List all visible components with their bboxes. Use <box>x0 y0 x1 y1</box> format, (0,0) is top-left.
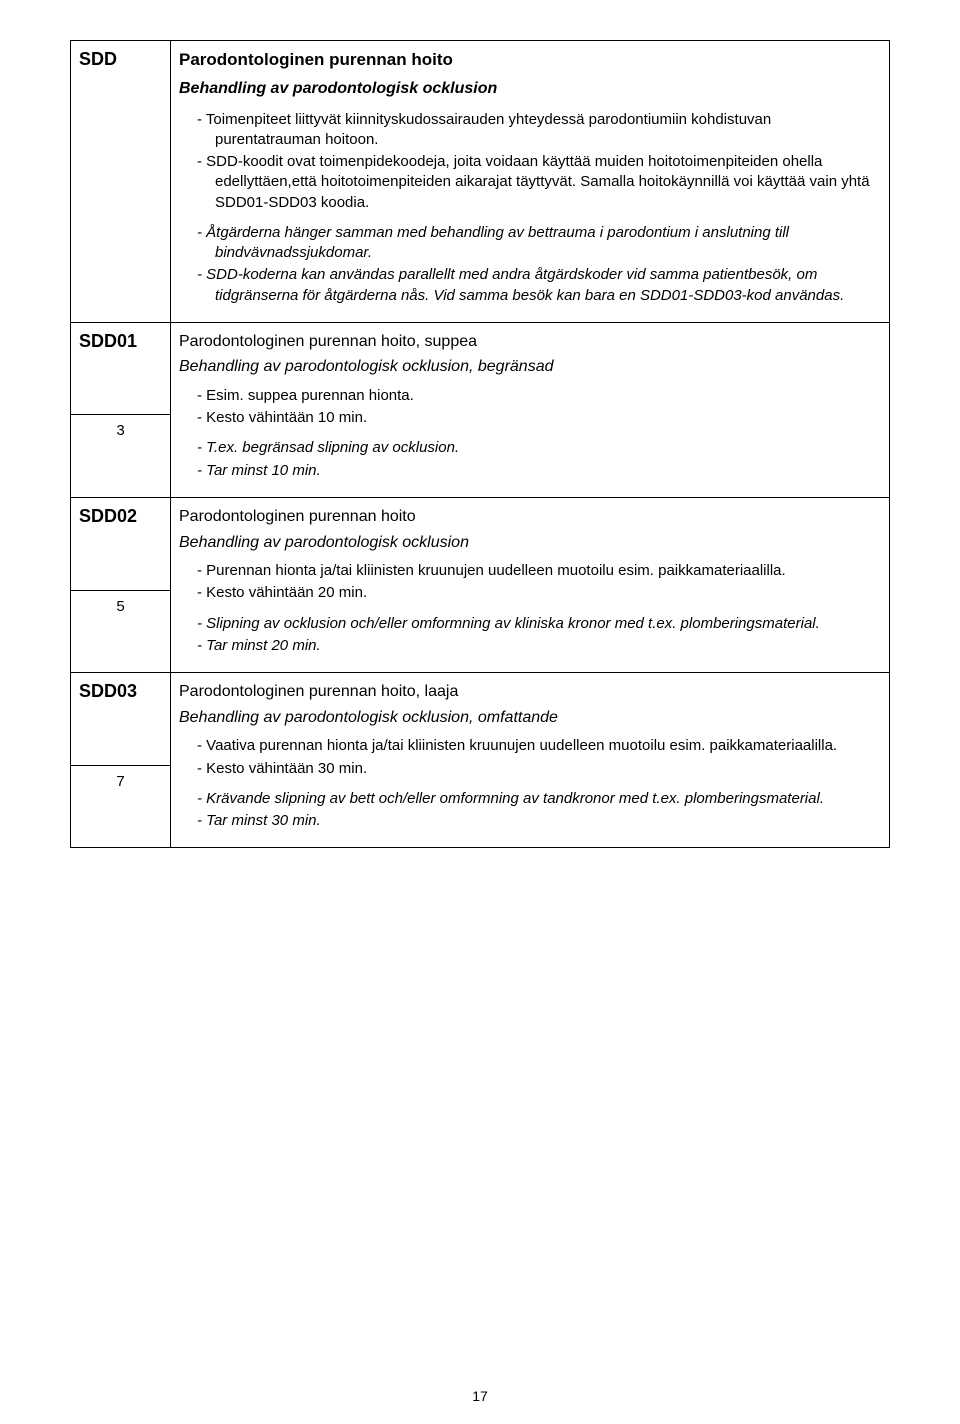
bullet-list-sv: Krävande slipning av bett och/eller omfo… <box>179 789 881 832</box>
subtitle-fi: Parodontologinen purennan hoito <box>179 506 881 528</box>
code-cell: SDD <box>71 41 171 323</box>
list-item: Tar minst 10 min. <box>197 461 881 481</box>
subtitle-fi: Parodontologinen purennan hoito, suppea <box>179 331 881 353</box>
code-label: SDD03 <box>79 681 137 701</box>
title-fi: Parodontologinen purennan hoito <box>179 49 881 72</box>
bullet-list-fi: Vaativa purennan hionta ja/tai kliiniste… <box>179 736 881 779</box>
num-cell: 7 <box>71 765 171 848</box>
bullet-list-sv: Slipning av ocklusion och/eller omformni… <box>179 614 881 657</box>
subtitle-sv: Behandling av parodontologisk ocklusion,… <box>179 356 881 378</box>
content-cell: Parodontologinen purennan hoito, laaja B… <box>171 673 890 848</box>
bullet-list-sv: T.ex. begränsad slipning av ocklusion. T… <box>179 438 881 481</box>
list-item: Tar minst 20 min. <box>197 636 881 656</box>
page: SDD Parodontologinen purennan hoito Beha… <box>0 0 960 1424</box>
list-item: Kesto vähintään 20 min. <box>197 583 881 603</box>
list-item: Krävande slipning av bett och/eller omfo… <box>197 789 881 809</box>
code-label: SDD02 <box>79 506 137 526</box>
table-row: SDD03 Parodontologinen purennan hoito, l… <box>71 673 890 766</box>
content-table: SDD Parodontologinen purennan hoito Beha… <box>70 40 890 848</box>
list-item: Kesto vähintään 30 min. <box>197 759 881 779</box>
list-item: Esim. suppea purennan hionta. <box>197 386 881 406</box>
title-sv: Behandling av parodontologisk ocklusion <box>179 78 881 100</box>
bullet-list-fi: Toimenpiteet liittyvät kiinnityskudossai… <box>179 110 881 213</box>
list-item: Toimenpiteet liittyvät kiinnityskudossai… <box>197 110 881 151</box>
num-cell: 3 <box>71 415 171 498</box>
list-item: Vaativa purennan hionta ja/tai kliiniste… <box>197 736 881 756</box>
content-cell: Parodontologinen purennan hoito Behandli… <box>171 497 890 672</box>
code-cell: SDD01 <box>71 322 171 415</box>
num-cell: 5 <box>71 590 171 673</box>
code-label: SDD <box>79 49 117 69</box>
bullet-list-sv: Åtgärderna hänger samman med behandling … <box>179 223 881 306</box>
list-item: Åtgärderna hänger samman med behandling … <box>197 223 881 264</box>
table-row: SDD02 Parodontologinen purennan hoito Be… <box>71 497 890 590</box>
code-cell: SDD02 <box>71 497 171 590</box>
list-item: Slipning av ocklusion och/eller omformni… <box>197 614 881 634</box>
code-label: SDD01 <box>79 331 137 351</box>
code-cell: SDD03 <box>71 673 171 766</box>
list-item: Tar minst 30 min. <box>197 811 881 831</box>
subtitle-fi: Parodontologinen purennan hoito, laaja <box>179 681 881 703</box>
list-item: T.ex. begränsad slipning av ocklusion. <box>197 438 881 458</box>
list-item: SDD-koderna kan användas parallellt med … <box>197 265 881 306</box>
bullet-list-fi: Purennan hionta ja/tai kliinisten kruunu… <box>179 561 881 604</box>
list-item: Kesto vähintään 10 min. <box>197 408 881 428</box>
table-row: SDD Parodontologinen purennan hoito Beha… <box>71 41 890 323</box>
content-cell: Parodontologinen purennan hoito, suppea … <box>171 322 890 497</box>
subtitle-sv: Behandling av parodontologisk ocklusion,… <box>179 707 881 729</box>
page-number: 17 <box>0 1388 960 1404</box>
list-item: Purennan hionta ja/tai kliinisten kruunu… <box>197 561 881 581</box>
list-item: SDD-koodit ovat toimenpidekoodeja, joita… <box>197 152 881 213</box>
bullet-list-fi: Esim. suppea purennan hionta. Kesto vähi… <box>179 386 881 429</box>
content-cell: Parodontologinen purennan hoito Behandli… <box>171 41 890 323</box>
subtitle-sv: Behandling av parodontologisk ocklusion <box>179 532 881 554</box>
